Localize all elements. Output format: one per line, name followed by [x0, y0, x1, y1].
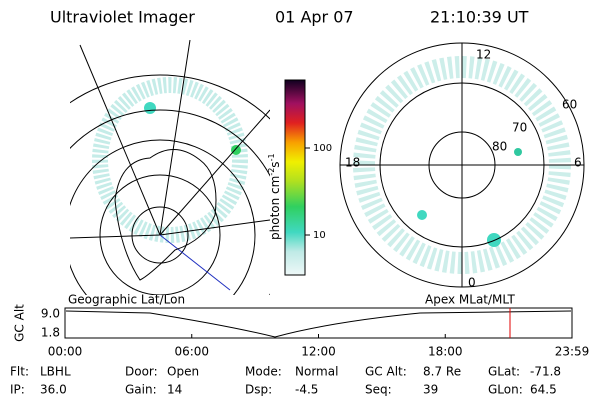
altitude-ytick: 1.8 [41, 326, 60, 340]
info-label: Gain: [125, 383, 157, 397]
altitude-ytick: 9.0 [41, 307, 60, 321]
mlat-label: 60 [562, 98, 577, 112]
colorbar-label: photon cm-2s-1 [267, 153, 282, 240]
polar-plot [339, 42, 585, 288]
colorbar-tick-label: 10 [313, 230, 326, 241]
info-label: Door: [125, 365, 158, 379]
info-value: 39 [423, 383, 438, 397]
mlat-label: 70 [512, 121, 527, 135]
info-value: -71.8 [530, 365, 561, 379]
x-tick-label: 23:59 [555, 345, 590, 359]
colorbar [284, 79, 306, 276]
info-value: 64.5 [530, 383, 557, 397]
altitude-curve [65, 310, 572, 338]
x-tick-label: 00:00 [48, 345, 83, 359]
altitude-ylabel: GC Alt [13, 304, 27, 342]
date: 01 Apr 07 [275, 8, 354, 27]
info-value: Open [167, 365, 199, 379]
caption-left: Geographic Lat/Lon [68, 293, 185, 307]
info-label: GLat: [488, 365, 520, 379]
info-value: 8.7 Re [423, 365, 461, 379]
time: 21:10:39 UT [430, 8, 529, 27]
info-label: IP: [10, 383, 25, 397]
colorbar-tick-label: 100 [313, 143, 332, 154]
mlt-label: 6 [574, 156, 582, 170]
info-value: 14 [167, 383, 182, 397]
label-part: photon cm [268, 176, 282, 240]
info-label: Mode: [245, 365, 282, 379]
label-exp: -2 [267, 168, 276, 176]
x-tick-label: 12:00 [301, 345, 336, 359]
info-value: -4.5 [295, 383, 318, 397]
info-label: Flt: [10, 365, 29, 379]
info-label: Dsp: [245, 383, 272, 397]
caption-right: Apex MLat/MLT [425, 293, 515, 307]
mlt-label: 0 [468, 276, 476, 290]
info-value: LBHL [40, 365, 71, 379]
label-exp: -1 [267, 153, 276, 161]
title: Ultraviolet Imager [50, 8, 195, 27]
info-label: GLon: [488, 383, 523, 397]
geo-image [70, 40, 270, 295]
info-value: Normal [295, 365, 338, 379]
x-tick-label: 06:00 [174, 345, 209, 359]
label-part: s [268, 161, 282, 167]
mlt-label: 12 [476, 48, 491, 62]
x-tick-label: 18:00 [428, 345, 463, 359]
info-value: 36.0 [40, 383, 67, 397]
mlat-label: 80 [492, 140, 507, 154]
mlt-label: 18 [345, 156, 360, 170]
info-label: Seq: [365, 383, 392, 397]
info-label: GC Alt: [365, 365, 407, 379]
